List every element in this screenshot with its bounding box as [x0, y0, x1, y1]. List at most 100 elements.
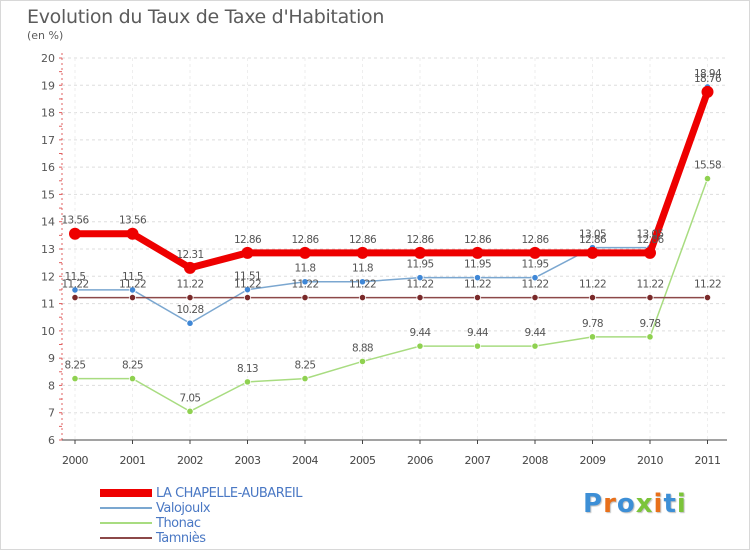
data-point — [588, 333, 597, 341]
data-label: 12.31 — [176, 249, 203, 261]
x-tick-label: 2007 — [465, 454, 491, 467]
series-line — [75, 86, 709, 324]
y-tick-label: 11 — [41, 298, 55, 311]
data-label: 11.22 — [464, 279, 491, 291]
data-point — [586, 246, 599, 259]
x-tick-label: 2004 — [292, 454, 318, 467]
series-line — [75, 90, 711, 272]
legend-item-chapelle[interactable]: LA CHAPELLE-AUBAREIL — [100, 486, 380, 501]
data-label: 11.95 — [521, 259, 548, 271]
data-point — [531, 293, 539, 302]
data-point — [128, 293, 137, 302]
data-point — [71, 375, 79, 383]
data-label: 9.44 — [467, 327, 489, 339]
data-point — [186, 319, 194, 327]
y-tick-label: 12 — [41, 270, 55, 283]
logo-letter: r — [603, 489, 617, 519]
legend-item-valojoulx[interactable]: Valojoulx — [100, 501, 380, 516]
data-point — [471, 246, 484, 259]
x-tick-label: 2003 — [235, 454, 261, 467]
data-point — [184, 261, 196, 274]
y-tick-label: 16 — [41, 161, 55, 174]
data-point — [416, 342, 424, 350]
legend-swatch — [100, 489, 152, 497]
legend-swatch — [100, 507, 152, 509]
data-label: 18.94 — [694, 68, 722, 80]
data-point — [416, 293, 424, 302]
data-label: 13.05 — [636, 229, 663, 241]
data-label: 8.25 — [122, 360, 143, 372]
data-point — [358, 278, 367, 286]
data-point — [473, 293, 482, 302]
logo-letter: i — [653, 489, 664, 519]
data-point — [701, 85, 714, 98]
data-label: 12.86 — [234, 234, 262, 246]
data-point — [71, 293, 79, 302]
data-label: 8.13 — [237, 363, 258, 375]
data-label: 11.95 — [406, 259, 433, 271]
data-label: 13.56 — [119, 215, 147, 227]
data-label: 9.44 — [525, 327, 547, 339]
data-label: 11.22 — [636, 279, 663, 291]
data-label: 11.22 — [61, 279, 88, 291]
data-point — [301, 278, 309, 286]
x-tick-label: 2001 — [120, 454, 146, 467]
data-point — [128, 375, 137, 383]
data-point — [243, 378, 252, 386]
x-tick-label: 2011 — [695, 454, 721, 467]
data-point — [243, 286, 252, 294]
y-tick-label: 17 — [41, 134, 55, 147]
data-label: 11.95 — [464, 259, 491, 271]
y-tick-label: 20 — [41, 52, 55, 65]
data-point — [473, 342, 482, 350]
legend-swatch — [100, 537, 152, 539]
data-point — [531, 274, 539, 282]
data-label: 11.5 — [65, 271, 86, 283]
data-point — [356, 246, 369, 259]
data-label: 13.05 — [579, 229, 606, 241]
logo-letter: o — [616, 489, 636, 519]
data-point — [644, 246, 656, 259]
data-label: 12.86 — [349, 234, 377, 246]
data-label: 12.86 — [579, 234, 607, 246]
y-tick-label: 15 — [41, 188, 55, 201]
data-label: 18.76 — [694, 73, 722, 85]
data-label: 12.86 — [636, 234, 664, 246]
legend-item-tamnies[interactable]: Tamniès — [100, 531, 380, 546]
data-label: 12.86 — [406, 234, 434, 246]
data-label: 8.25 — [65, 360, 86, 372]
data-label: 9.78 — [640, 318, 661, 330]
data-label: 11.22 — [119, 279, 146, 291]
logo-letter: P — [583, 489, 604, 519]
x-tick-label: 2002 — [177, 454, 203, 467]
data-label: 8.25 — [295, 360, 316, 372]
x-tick-label: 2006 — [407, 454, 433, 467]
data-point — [241, 246, 254, 259]
data-point — [301, 293, 309, 302]
data-label: 13.56 — [61, 215, 89, 227]
data-label: 10.28 — [176, 304, 203, 316]
proxiti-logo: Proxiti — [583, 489, 687, 519]
legend-item-thonac[interactable]: Thonac — [100, 516, 380, 531]
data-point — [703, 175, 712, 183]
legend-label: LA CHAPELLE-AUBAREIL — [156, 486, 303, 501]
data-point — [299, 246, 311, 259]
x-tick-label: 2009 — [580, 454, 606, 467]
data-label: 11.22 — [694, 279, 721, 291]
data-point — [531, 342, 539, 350]
data-point — [301, 375, 309, 383]
data-label: 11.51 — [234, 271, 261, 283]
data-label: 11.8 — [352, 263, 373, 275]
data-point — [126, 227, 139, 240]
data-label: 12.86 — [521, 234, 549, 246]
data-label: 11.8 — [295, 263, 316, 275]
data-point — [186, 407, 194, 415]
y-tick-label: 18 — [41, 107, 55, 120]
y-tick-label: 13 — [41, 243, 55, 256]
data-label: 12.86 — [291, 234, 319, 246]
data-point — [703, 293, 712, 302]
logo-letter: i — [676, 489, 687, 519]
y-tick-label: 10 — [41, 325, 55, 338]
x-tick-label: 2010 — [637, 454, 663, 467]
data-point — [414, 246, 426, 259]
